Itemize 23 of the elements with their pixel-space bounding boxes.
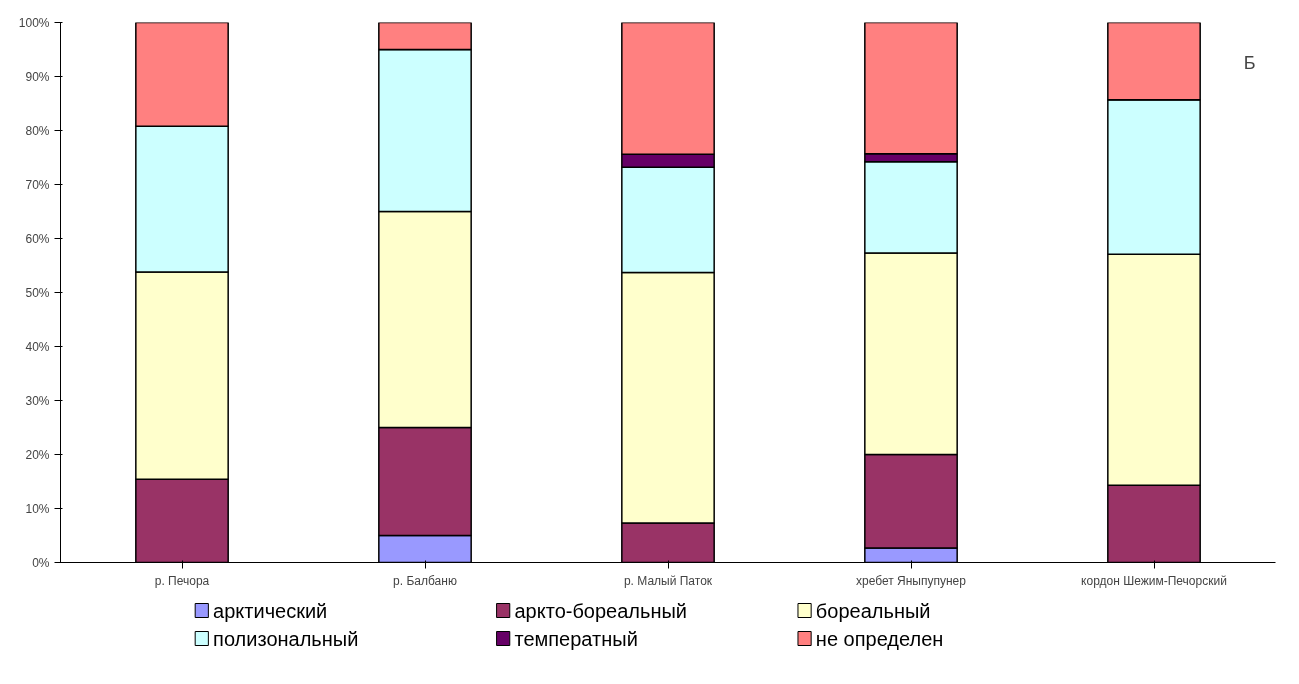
y-tick-label: 30% — [25, 393, 50, 408]
y-tick-label: 0% — [32, 555, 50, 570]
legend-label: арктический — [213, 599, 328, 622]
y-tick-label: 20% — [25, 447, 50, 462]
y-tick-label: 90% — [25, 69, 50, 84]
x-tick-label: хребет Яныпупунер — [856, 573, 967, 588]
y-tick-label: 10% — [25, 501, 50, 516]
x-tick-label: р. Балбаню — [393, 573, 457, 588]
legend-label: аркто-бореальный — [514, 599, 688, 622]
legend-label: температный — [514, 627, 638, 650]
y-tick-label: 100% — [18, 15, 50, 30]
x-tick-label: р. Печора — [154, 573, 210, 588]
x-tick-label: р. Малый Паток — [623, 573, 713, 588]
y-tick-label: 50% — [25, 285, 50, 300]
annotation: Б — [1243, 52, 1256, 73]
x-tick-label: кордон Шежим-Печорский — [1081, 573, 1227, 588]
y-tick-label: 60% — [25, 231, 50, 246]
y-tick-label: 70% — [25, 177, 50, 192]
y-tick-label: 80% — [25, 123, 50, 138]
legend-label: не определен — [815, 627, 944, 650]
y-tick-label: 40% — [25, 339, 50, 354]
legend-label: полизональный — [213, 627, 359, 650]
legend-label: бореальный — [815, 599, 931, 622]
